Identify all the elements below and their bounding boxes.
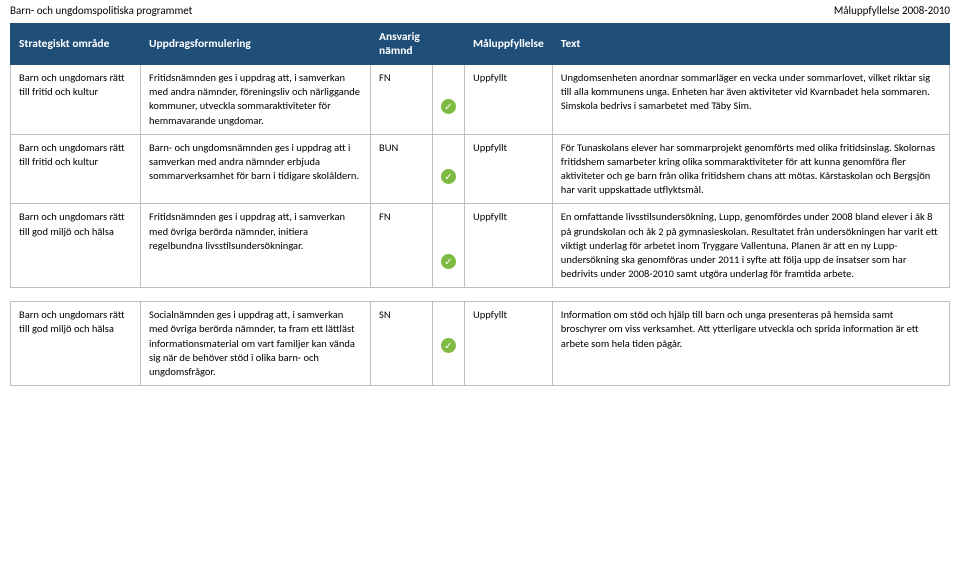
- table-row: Barn och ungdomars rätt till god miljö o…: [11, 204, 950, 288]
- cell-text: Information om stöd och hjälp till barn …: [552, 302, 949, 386]
- cell-ansvarig: FN: [371, 204, 433, 288]
- col-header-text: Text: [552, 24, 949, 65]
- cell-ansvarig: FN: [371, 65, 433, 135]
- cell-status: ✓: [433, 302, 465, 386]
- table-row: Barn och ungdomars rätt till fritid och …: [11, 65, 950, 135]
- page-header: Barn- och ungdomspolitiska programmet Må…: [0, 0, 960, 23]
- cell-strategiskt: Barn och ungdomars rätt till fritid och …: [11, 65, 141, 135]
- table-row: Barn och ungdomars rätt till god miljö o…: [11, 302, 950, 386]
- cell-uppdrag: Fritidsnämnden ges i uppdrag att, i samv…: [141, 65, 371, 135]
- cell-strategiskt: Barn och ungdomars rätt till god miljö o…: [11, 204, 141, 288]
- table-header-row: Strategiskt område Uppdragsformulering A…: [11, 24, 950, 65]
- goal-table: Strategiskt område Uppdragsformulering A…: [10, 23, 950, 386]
- cell-status: ✓: [433, 204, 465, 288]
- check-icon: ✓: [441, 169, 456, 184]
- cell-strategiskt: Barn och ungdomars rätt till fritid och …: [11, 134, 141, 204]
- cell-mal: Uppfyllt: [465, 204, 553, 288]
- check-icon: ✓: [441, 338, 456, 353]
- cell-ansvarig: SN: [371, 302, 433, 386]
- check-icon: ✓: [441, 99, 456, 114]
- cell-status: ✓: [433, 65, 465, 135]
- cell-mal: Uppfyllt: [465, 65, 553, 135]
- col-header-status: [433, 24, 465, 65]
- cell-status: ✓: [433, 134, 465, 204]
- header-right: Måluppfyllelse 2008-2010: [834, 4, 950, 17]
- cell-uppdrag: Fritidsnämnden ges i uppdrag att, i samv…: [141, 204, 371, 288]
- check-icon: ✓: [441, 254, 456, 269]
- cell-mal: Uppfyllt: [465, 134, 553, 204]
- cell-text: En omfattande livsstilsundersökning, Lup…: [552, 204, 949, 288]
- col-header-strategiskt: Strategiskt område: [11, 24, 141, 65]
- col-header-uppdrag: Uppdragsformulering: [141, 24, 371, 65]
- table-row: Barn och ungdomars rätt till fritid och …: [11, 134, 950, 204]
- col-header-mal: Måluppfyllelse: [465, 24, 553, 65]
- cell-mal: Uppfyllt: [465, 302, 553, 386]
- cell-text: Ungdomsenheten anordnar sommarläger en v…: [552, 65, 949, 135]
- cell-uppdrag: Socialnämnden ges i uppdrag att, i samve…: [141, 302, 371, 386]
- cell-uppdrag: Barn- och ungdomsnämnden ges i uppdrag a…: [141, 134, 371, 204]
- col-header-ansvarig: Ansvarig nämnd: [371, 24, 433, 65]
- spacer-row: [11, 288, 950, 302]
- table-body: Barn och ungdomars rätt till fritid och …: [11, 65, 950, 386]
- cell-ansvarig: BUN: [371, 134, 433, 204]
- cell-strategiskt: Barn och ungdomars rätt till god miljö o…: [11, 302, 141, 386]
- cell-text: För Tunaskolans elever har sommarprojekt…: [552, 134, 949, 204]
- header-left: Barn- och ungdomspolitiska programmet: [10, 4, 192, 17]
